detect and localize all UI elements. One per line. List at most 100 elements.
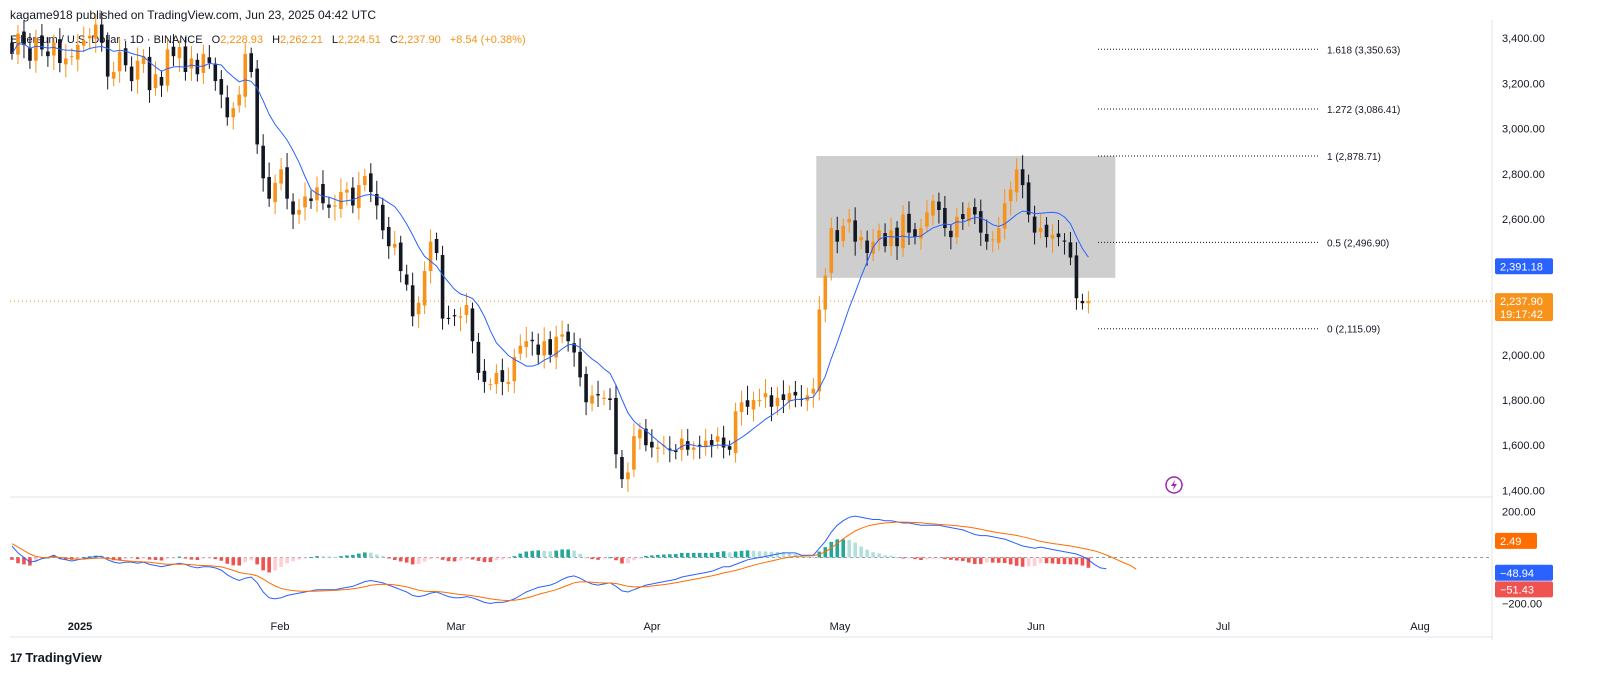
candle-body[interactable] xyxy=(28,47,32,61)
candle-body[interactable] xyxy=(10,42,14,54)
candle-body[interactable] xyxy=(440,255,445,319)
candle-body[interactable] xyxy=(853,220,857,242)
candle-body[interactable] xyxy=(1020,169,1025,186)
candle-body[interactable] xyxy=(715,436,720,442)
candle-body[interactable] xyxy=(506,381,511,384)
candle-body[interactable] xyxy=(745,400,750,407)
candle-body[interactable] xyxy=(458,316,463,318)
candle-body[interactable] xyxy=(219,79,224,95)
candle-body[interactable] xyxy=(40,35,44,50)
candle-body[interactable] xyxy=(560,334,564,337)
candle-body[interactable] xyxy=(990,239,995,241)
candle-body[interactable] xyxy=(345,189,349,193)
candle-body[interactable] xyxy=(721,437,726,448)
candle-body[interactable] xyxy=(650,441,654,448)
candle-body[interactable] xyxy=(117,51,122,72)
candle-body[interactable] xyxy=(1032,216,1037,233)
candle-body[interactable] xyxy=(518,345,523,354)
candle-body[interactable] xyxy=(949,230,953,238)
candle-body[interactable] xyxy=(913,229,917,238)
candle-body[interactable] xyxy=(105,39,110,77)
candle-body[interactable] xyxy=(267,176,271,199)
candle-body[interactable] xyxy=(673,450,678,453)
candle-body[interactable] xyxy=(638,429,642,439)
candle-body[interactable] xyxy=(996,228,1001,243)
candle-body[interactable] xyxy=(398,242,403,272)
candle-body[interactable] xyxy=(679,438,684,450)
candle-body[interactable] xyxy=(351,187,355,206)
candle-body[interactable] xyxy=(1026,182,1031,215)
candle-body[interactable] xyxy=(374,193,379,206)
candle-body[interactable] xyxy=(339,191,343,209)
candle-body[interactable] xyxy=(189,58,194,69)
candle-body[interactable] xyxy=(1050,234,1055,239)
candle-body[interactable] xyxy=(769,395,774,407)
candle-body[interactable] xyxy=(159,77,164,86)
candle-body[interactable] xyxy=(255,68,259,145)
candle-body[interactable] xyxy=(171,46,176,57)
candle-body[interactable] xyxy=(978,211,983,233)
candle-body[interactable] xyxy=(99,24,104,43)
candle-body[interactable] xyxy=(333,205,337,207)
candle-body[interactable] xyxy=(327,204,331,208)
candle-body[interactable] xyxy=(309,198,313,201)
candle-body[interactable] xyxy=(1002,203,1007,229)
candle-body[interactable] xyxy=(793,391,798,396)
macd-signal-line[interactable] xyxy=(11,521,1137,602)
candle-body[interactable] xyxy=(46,51,50,57)
candle-body[interactable] xyxy=(357,185,361,209)
candle-body[interactable] xyxy=(207,57,212,63)
candle-body[interactable] xyxy=(626,472,630,480)
candle-body[interactable] xyxy=(961,214,965,220)
candle-body[interactable] xyxy=(141,56,146,65)
candle-body[interactable] xyxy=(787,393,792,402)
candle-body[interactable] xyxy=(877,230,881,240)
candle-body[interactable] xyxy=(781,394,786,400)
candle-body[interactable] xyxy=(93,24,98,39)
candle-body[interactable] xyxy=(590,395,594,404)
candle-body[interactable] xyxy=(34,38,38,61)
candle-body[interactable] xyxy=(195,59,200,75)
candle-body[interactable] xyxy=(1074,255,1079,299)
candle-body[interactable] xyxy=(111,72,116,79)
candle-body[interactable] xyxy=(889,230,893,247)
candle-body[interactable] xyxy=(739,402,744,412)
candle-body[interactable] xyxy=(859,237,863,241)
candle-body[interactable] xyxy=(81,40,86,46)
lightning-icon[interactable] xyxy=(1165,476,1183,494)
range-box[interactable] xyxy=(816,156,1116,278)
candle-body[interactable] xyxy=(58,39,62,63)
candle-body[interactable] xyxy=(303,196,307,208)
candle-body[interactable] xyxy=(614,397,618,455)
candle-body[interactable] xyxy=(668,448,672,450)
candle-body[interactable] xyxy=(363,176,367,186)
candle-body[interactable] xyxy=(883,233,887,247)
candle-body[interactable] xyxy=(70,56,74,58)
candle-body[interactable] xyxy=(135,60,140,80)
candle-body[interactable] xyxy=(404,274,409,285)
candle-body[interactable] xyxy=(392,243,397,248)
candle-body[interactable] xyxy=(261,145,265,179)
candle-body[interactable] xyxy=(1068,242,1073,258)
candle-body[interactable] xyxy=(1044,224,1049,238)
candle-body[interactable] xyxy=(243,53,248,97)
candle-body[interactable] xyxy=(321,183,325,204)
candle-body[interactable] xyxy=(817,309,822,392)
candle-body[interactable] xyxy=(273,182,277,203)
candle-body[interactable] xyxy=(602,397,606,399)
candle-body[interactable] xyxy=(751,400,756,410)
candle-body[interactable] xyxy=(530,339,535,342)
candle-body[interactable] xyxy=(428,241,433,272)
candle-body[interactable] xyxy=(482,370,487,382)
candle-body[interactable] xyxy=(943,207,947,229)
candle-body[interactable] xyxy=(1062,240,1067,242)
candle-body[interactable] xyxy=(291,201,295,215)
candle-body[interactable] xyxy=(823,275,828,310)
candle-body[interactable] xyxy=(709,440,714,446)
candle-body[interactable] xyxy=(608,398,612,400)
candle-body[interactable] xyxy=(380,204,385,231)
candle-body[interactable] xyxy=(434,238,439,253)
candle-body[interactable] xyxy=(584,373,588,403)
candle-body[interactable] xyxy=(757,400,762,401)
